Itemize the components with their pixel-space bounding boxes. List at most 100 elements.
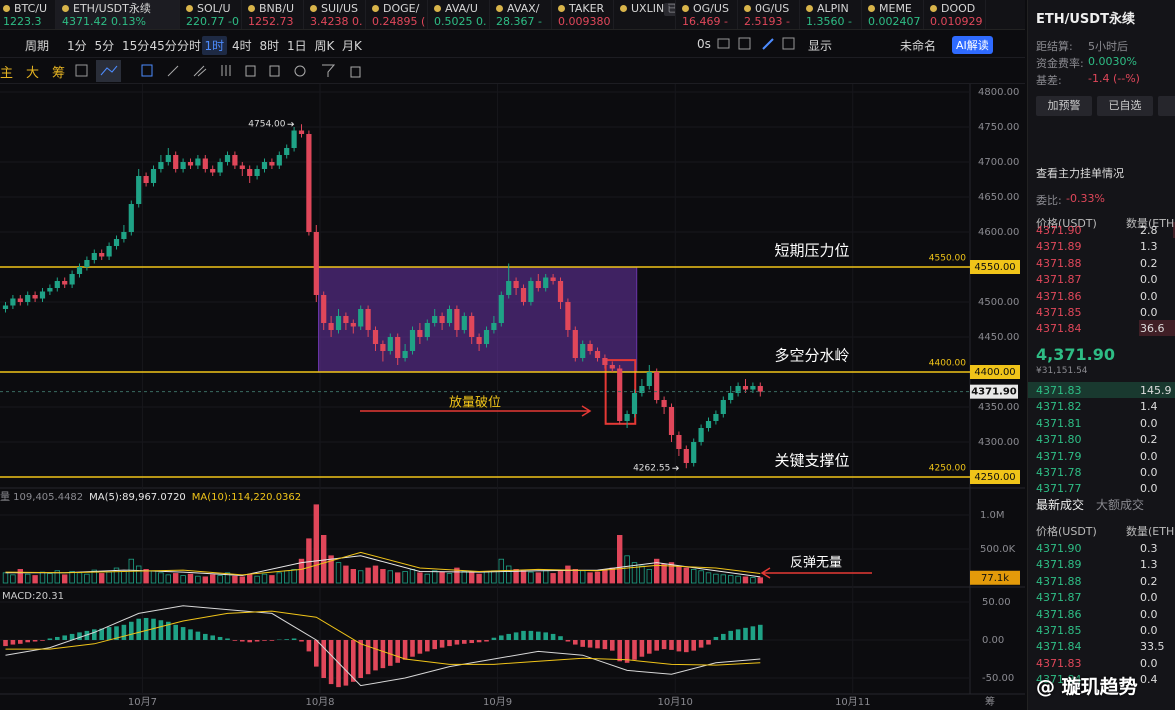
macd-bar: [40, 640, 45, 641]
trade-tab[interactable]: 最新成交: [1036, 498, 1085, 512]
volume-legend: MA(10):114,220.0362: [192, 492, 301, 503]
candle-body: [735, 386, 741, 393]
macd-bar: [195, 631, 201, 640]
macd-bar: [402, 640, 408, 660]
ticker-item[interactable]: OG/US 16.469 -: [676, 0, 738, 29]
period-button[interactable]: 5分: [94, 39, 115, 53]
expand-icon[interactable]: [738, 37, 751, 50]
tool-icon[interactable]: [350, 66, 361, 78]
ticker-item[interactable]: UXLIN已下架: [614, 0, 676, 29]
x-tick-label: 10月10: [657, 696, 692, 708]
tool-icon[interactable]: [167, 65, 179, 77]
trade-qty: 0.2: [1140, 574, 1158, 588]
macd-bar: [269, 640, 275, 641]
panel-button[interactable]: [1158, 96, 1175, 116]
candle-body: [602, 358, 608, 365]
depth-link[interactable]: 查看主力挂单情况: [1036, 167, 1124, 180]
ticker-item[interactable]: 0G/US 2.5193 -: [738, 0, 800, 29]
candle-body: [387, 337, 393, 351]
ticker-item[interactable]: SUI/US 3.4238 0.: [304, 0, 366, 29]
tool-icon[interactable]: [100, 65, 118, 76]
layout-name[interactable]: 未命名: [900, 39, 937, 53]
ai-button[interactable]: AI解读: [952, 36, 993, 54]
volume-bar: [698, 570, 704, 584]
extreme-label: 4754.00: [248, 120, 285, 130]
indicator-tab[interactable]: 大: [26, 66, 40, 81]
period-button[interactable]: 1分: [67, 39, 87, 53]
ticker-item[interactable]: AVA/U 0.5025 0.: [428, 0, 490, 29]
panel-button[interactable]: 已自选: [1097, 96, 1153, 116]
volume-bar: [720, 574, 726, 584]
book-qty: 0.2: [1140, 256, 1158, 270]
indicator-tab[interactable]: 主: [0, 66, 14, 81]
tool-icon[interactable]: [269, 65, 280, 77]
candle-body: [343, 316, 349, 323]
period-button[interactable]: 周K: [314, 39, 335, 53]
candle-body: [350, 323, 356, 327]
volume-bar: [328, 555, 334, 584]
period-button[interactable]: 1时: [201, 36, 228, 55]
y-tick-label: 500.0K: [980, 544, 1016, 555]
info-label: 距结算:: [1036, 40, 1073, 53]
period-button[interactable]: 4时: [232, 39, 252, 53]
display-button[interactable]: 显示: [808, 39, 833, 53]
period-button[interactable]: 8时: [259, 39, 280, 53]
candle-body: [713, 414, 719, 421]
candle-body: [187, 162, 194, 166]
candle-body: [247, 169, 253, 176]
trade-qty: 0.0: [1140, 607, 1158, 621]
macd-bar: [25, 640, 30, 643]
panel-button[interactable]: 加预警: [1036, 96, 1092, 116]
tool-icon[interactable]: [322, 64, 336, 77]
ticker-item[interactable]: ETH/USDT永续 4371.42 0.13%: [56, 0, 180, 29]
drawing-tools[interactable]: [72, 60, 372, 82]
volume-bar: [254, 575, 260, 584]
ticker-item[interactable]: MEME 0.002407: [862, 0, 924, 29]
volume-bar: [476, 573, 482, 584]
period-button[interactable]: 1日: [287, 39, 307, 53]
ticker-item[interactable]: TAKER 0.009380: [552, 0, 614, 29]
countdown: 0s: [697, 37, 711, 51]
candle-body: [298, 130, 305, 134]
ticker-item[interactable]: ALPIN 1.3560 -: [800, 0, 862, 29]
ticker-item[interactable]: DOOD 0.010929: [924, 0, 986, 29]
volume-bar: [639, 565, 645, 584]
trade-tab[interactable]: 大额成交: [1096, 498, 1145, 512]
drawing-bar: 主大筹: [0, 58, 1025, 84]
indicator-tab[interactable]: 筹: [52, 66, 66, 81]
macd-bar: [62, 635, 67, 640]
y-tick-label: 4700.00: [978, 157, 1019, 168]
tool-icon[interactable]: [245, 65, 256, 77]
camera-icon[interactable]: [717, 38, 730, 49]
tool-icon[interactable]: [294, 65, 306, 77]
trade-qty: 33.5: [1140, 640, 1165, 654]
ticker-item[interactable]: SOL/U 220.77 -0: [180, 0, 242, 29]
macd-bar: [247, 640, 252, 643]
macd-line: [5, 605, 761, 687]
period-button[interactable]: 月K: [342, 39, 362, 53]
period-button[interactable]: 15分: [122, 39, 150, 53]
tool-icon[interactable]: [75, 64, 88, 77]
ratio-label: 委比:: [1036, 194, 1062, 207]
candle-body: [594, 351, 601, 358]
ticker-item[interactable]: AVAX/28.367 -: [490, 0, 552, 29]
draw-icon[interactable]: [762, 38, 774, 50]
toolbar-icons[interactable]: [715, 37, 810, 51]
tool-icon[interactable]: [141, 64, 153, 77]
candle-body: [624, 414, 630, 421]
candle-body: [202, 158, 208, 169]
chart: 4800.00 4750.00 4700.00 4650.00 4600.00 4500.…: [0, 84, 1025, 708]
period-button[interactable]: 分时: [177, 39, 202, 53]
volume-bar: [668, 562, 675, 584]
ticker-item[interactable]: BNB/U 1252.73: [242, 0, 304, 29]
ticker-item[interactable]: BTC/U 1223.3: [0, 0, 56, 29]
tool-icon[interactable]: [193, 65, 207, 77]
tool-icon[interactable]: [221, 65, 231, 76]
volume-bar: [483, 571, 490, 584]
period-button[interactable]: 45分: [149, 39, 177, 53]
ticker-icon: [434, 5, 441, 12]
window-icon[interactable]: [782, 37, 795, 50]
ticker-item[interactable]: DOGE/0.24895 (: [366, 0, 428, 29]
macd-bar: [447, 640, 452, 647]
ticker-icon: [496, 5, 503, 12]
